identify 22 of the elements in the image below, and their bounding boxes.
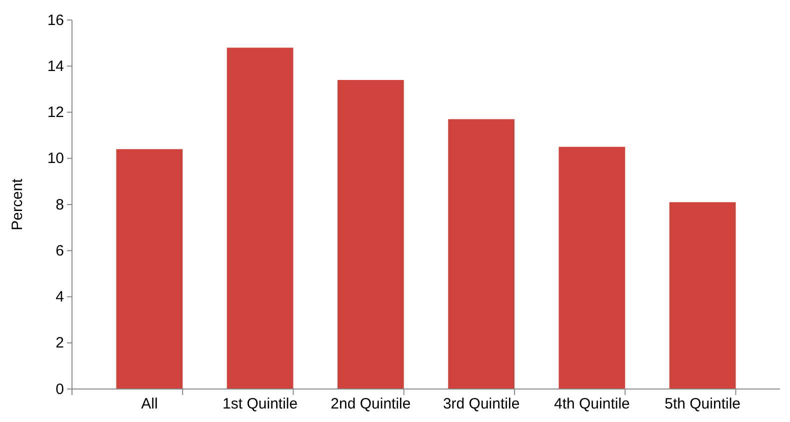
x-tick-label: 5th Quintile bbox=[664, 396, 741, 412]
bar bbox=[116, 149, 183, 389]
y-tick-label: 12 bbox=[47, 104, 64, 122]
bar bbox=[558, 146, 626, 389]
y-tick-label: 0 bbox=[56, 380, 64, 398]
y-tick-label: 4 bbox=[56, 288, 64, 306]
y-tick-label: 16 bbox=[47, 12, 64, 29]
bar bbox=[226, 48, 294, 389]
bar bbox=[669, 202, 736, 389]
y-tick-label: 2 bbox=[56, 334, 64, 352]
x-tick-label: All bbox=[141, 396, 158, 412]
x-tick-label: 3rd Quintile bbox=[442, 396, 520, 412]
x-tick-label: 1st Quintile bbox=[222, 396, 298, 412]
y-tick-label: 14 bbox=[47, 58, 64, 75]
x-tick-label: 2nd Quintile bbox=[330, 396, 411, 412]
bar bbox=[338, 80, 404, 389]
y-tick-label: 10 bbox=[47, 150, 64, 168]
x-tick-label: 4th Quintile bbox=[554, 396, 630, 412]
y-tick-label: 8 bbox=[56, 196, 64, 214]
y-axis-title: Percent bbox=[9, 178, 26, 230]
bar bbox=[448, 119, 514, 389]
y-tick-label: 6 bbox=[56, 242, 64, 260]
